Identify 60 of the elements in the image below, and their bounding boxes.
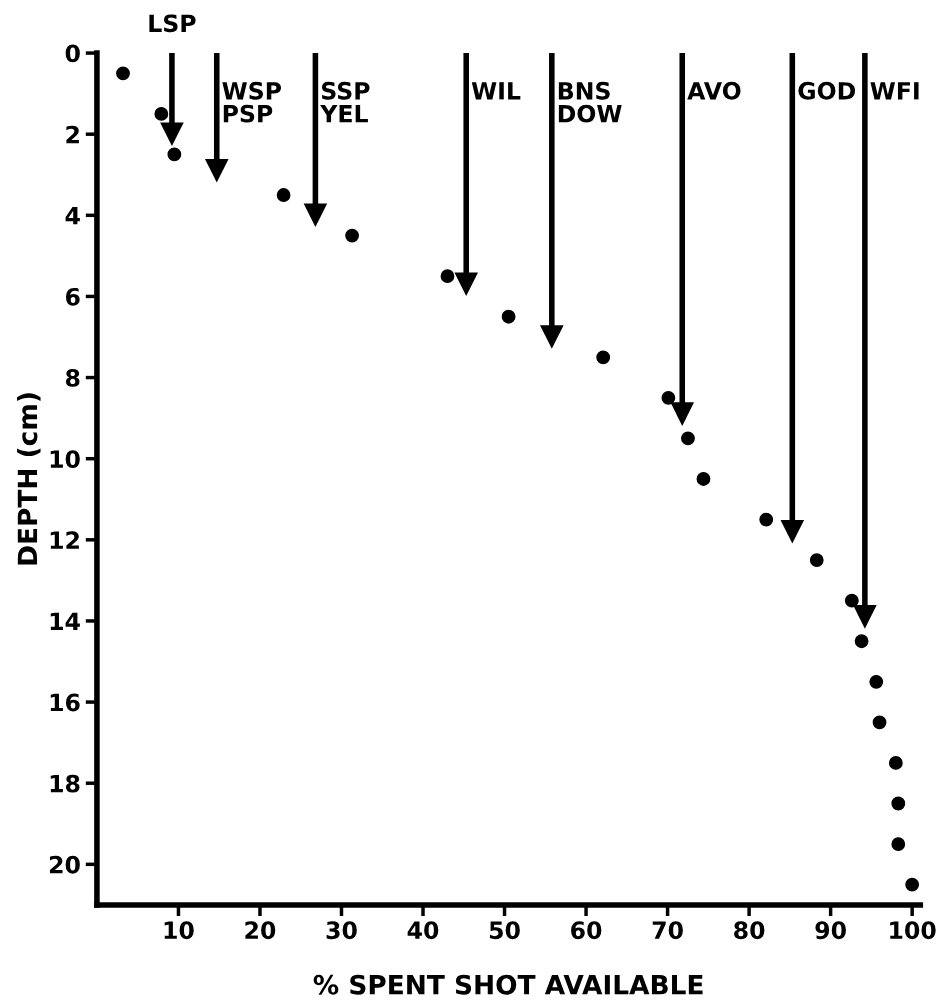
point [167, 147, 182, 162]
y-tick-label: 16 [50, 693, 80, 712]
x-tick-label: 100 [890, 921, 936, 940]
point [759, 512, 774, 527]
annotation: WSP PSP [222, 81, 282, 123]
point [905, 877, 920, 892]
y-tick-label: 12 [50, 531, 79, 549]
point [501, 309, 516, 324]
annotation: GOD [798, 81, 856, 100]
point [780, 519, 805, 544]
point [540, 325, 564, 349]
point [670, 402, 695, 426]
x-tick-label: 60 [571, 921, 602, 940]
point [661, 390, 676, 405]
x-axis-title: % SPENT SHOT AVAILABLE [313, 974, 703, 995]
point [888, 756, 903, 770]
point [891, 796, 906, 811]
point [681, 431, 695, 446]
point [869, 674, 884, 689]
point [204, 158, 229, 183]
point [844, 593, 859, 608]
annotation: SSP YEL [320, 81, 370, 123]
point [891, 837, 906, 851]
text: LSP [149, 14, 196, 33]
y-tick-label: 6 [65, 287, 80, 306]
point [276, 188, 291, 202]
x-tick-label: 50 [489, 921, 520, 940]
point [154, 106, 169, 121]
point [809, 553, 824, 568]
annotation: WFI [870, 82, 919, 100]
point [440, 269, 455, 284]
x-tick-label: 30 [326, 921, 357, 940]
point [116, 66, 130, 81]
y-tick-label: 0 [65, 44, 80, 63]
annotation: AVO [687, 81, 741, 100]
point [303, 203, 328, 228]
y-tick-label: 8 [65, 369, 80, 387]
y-tick-label: 14 [50, 612, 80, 630]
point [854, 634, 869, 649]
point [345, 228, 359, 243]
point [853, 605, 877, 629]
point [872, 715, 887, 730]
point [596, 350, 611, 365]
y-tick-label: 18 [50, 774, 80, 793]
point [454, 272, 479, 297]
y-tick-label: 2 [66, 125, 79, 144]
y-axis-title: DEPTH (cm) [17, 393, 41, 565]
x-tick-label: 10 [164, 921, 194, 940]
point [696, 472, 711, 486]
y-tick-label: 20 [49, 855, 80, 874]
x-tick-label: 80 [734, 921, 765, 940]
x-tick-label: 70 [652, 921, 683, 940]
point [160, 122, 184, 146]
x-tick-label: 90 [815, 921, 846, 940]
x-tick-label: 40 [407, 921, 439, 940]
annotation: WIL [471, 82, 521, 100]
x-tick-label: 20 [245, 921, 276, 940]
y-tick-label: 4 [65, 207, 80, 225]
y-tick-label: 10 [50, 450, 80, 468]
annotation: BNS DOW [558, 81, 622, 123]
